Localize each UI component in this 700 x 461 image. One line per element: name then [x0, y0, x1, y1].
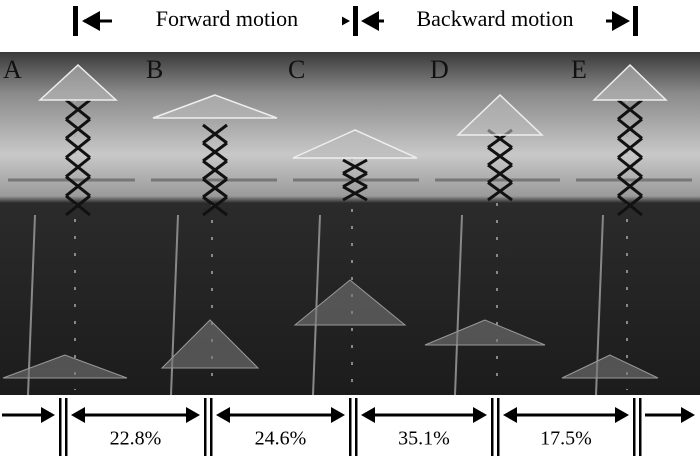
divider [633, 6, 638, 36]
photo-panel: C [285, 52, 427, 396]
arrow-head [71, 407, 85, 423]
double-bar [633, 398, 636, 456]
double-bar [639, 398, 642, 456]
divider [73, 6, 78, 36]
top-annotation: Forward motion Backward motion [73, 6, 638, 36]
photo-panel: A [0, 52, 143, 396]
photo [285, 52, 427, 395]
bottom-annotation: 22.8% 24.6% 35.1% 17.5% [2, 398, 695, 456]
label-bg [384, 8, 606, 34]
label-bg [112, 8, 342, 34]
double-bar [349, 398, 352, 456]
arrow-head [216, 407, 230, 423]
panel-label: A [3, 55, 22, 84]
double-bar [210, 398, 213, 456]
photo-strip: A B C D E [0, 52, 700, 396]
lattice [202, 123, 228, 217]
double-bar [497, 398, 500, 456]
arrow-head [361, 11, 379, 31]
arrow-head [473, 407, 487, 423]
canopy [592, 63, 668, 101]
photo [568, 52, 700, 395]
arrow-head [82, 11, 100, 31]
stand [454, 214, 463, 396]
photo-panel: B [143, 52, 285, 396]
divider [353, 6, 358, 36]
stand [27, 214, 36, 396]
arrow-head [615, 407, 629, 423]
lattice [65, 98, 91, 217]
cone [424, 319, 546, 346]
panel-label: C [288, 55, 305, 84]
cone [293, 279, 407, 326]
interval-label: 17.5% [540, 428, 592, 450]
double-bar [59, 398, 62, 456]
photo-panel: E [561, 52, 700, 396]
double-bar [204, 398, 207, 456]
arrow-head [186, 407, 200, 423]
lattice [487, 128, 513, 202]
arrow-head [361, 407, 375, 423]
interval-label: 35.1% [398, 428, 450, 450]
arrow-head [331, 407, 345, 423]
stand [312, 214, 321, 396]
photo-panel: D [424, 52, 568, 396]
canopy [152, 94, 278, 119]
backward-label: Backward motion [416, 6, 573, 31]
cone [160, 319, 260, 369]
double-bar [491, 398, 494, 456]
cone [561, 354, 659, 379]
canopy [38, 63, 118, 101]
panel-label: B [146, 55, 163, 84]
canopy [292, 129, 418, 159]
panel-label: E [571, 55, 587, 84]
double-bar [355, 398, 358, 456]
interval-label: 22.8% [110, 428, 162, 450]
double-bar [65, 398, 68, 456]
arrow-head [41, 407, 55, 423]
arrow-head [612, 11, 630, 31]
lattice [342, 158, 368, 202]
canopy [456, 93, 544, 136]
lattice [617, 98, 643, 217]
photo [0, 52, 143, 395]
arrow-head [681, 407, 695, 423]
cone [2, 354, 128, 379]
panel-label: D [430, 55, 449, 84]
interval-label: 24.6% [255, 428, 307, 450]
forward-label: Forward motion [156, 6, 298, 31]
arrow-head [503, 407, 517, 423]
